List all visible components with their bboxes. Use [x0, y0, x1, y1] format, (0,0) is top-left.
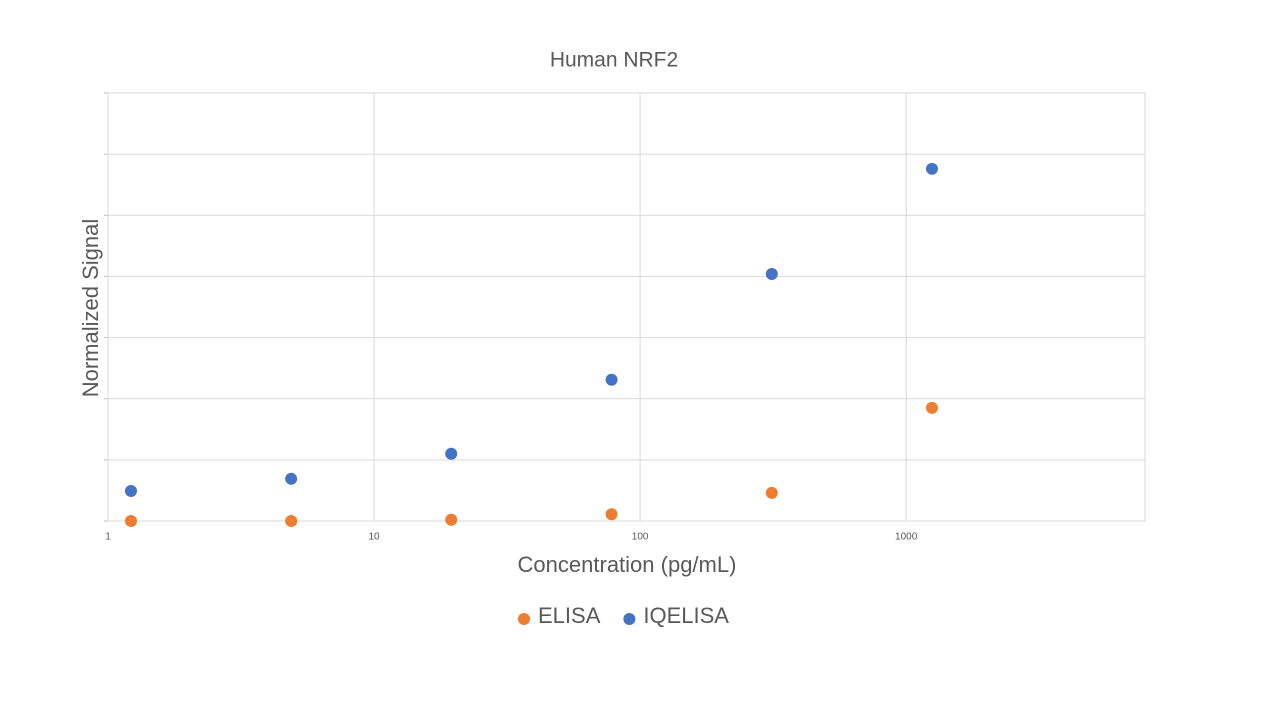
- legend-label: ELISA: [538, 603, 601, 628]
- data-point: [285, 472, 298, 485]
- chart-title: Human NRF2: [550, 49, 678, 72]
- legend-marker: [518, 613, 530, 625]
- y-axis-label: Normalized Signal: [78, 219, 103, 398]
- x-tick-label: 1000: [895, 532, 918, 543]
- x-tick-label: 100: [632, 532, 649, 543]
- data-point: [285, 515, 298, 527]
- data-point: [605, 508, 618, 521]
- data-point: [445, 447, 458, 460]
- x-axis-label: Concentration (pg/mL): [518, 552, 737, 577]
- data-point: [124, 515, 137, 527]
- data-point: [765, 267, 778, 280]
- x-tick-label: 10: [368, 532, 380, 543]
- data-point: [124, 485, 137, 498]
- plot-border: [107, 92, 1146, 522]
- data-point: [445, 513, 458, 526]
- legend-label: IQELISA: [643, 603, 729, 628]
- data-point: [765, 486, 778, 499]
- legend-marker: [623, 613, 636, 625]
- data-point: [605, 373, 618, 386]
- data-point: [925, 401, 938, 414]
- x-tick-label: 1: [105, 532, 111, 543]
- data-point: [925, 162, 938, 175]
